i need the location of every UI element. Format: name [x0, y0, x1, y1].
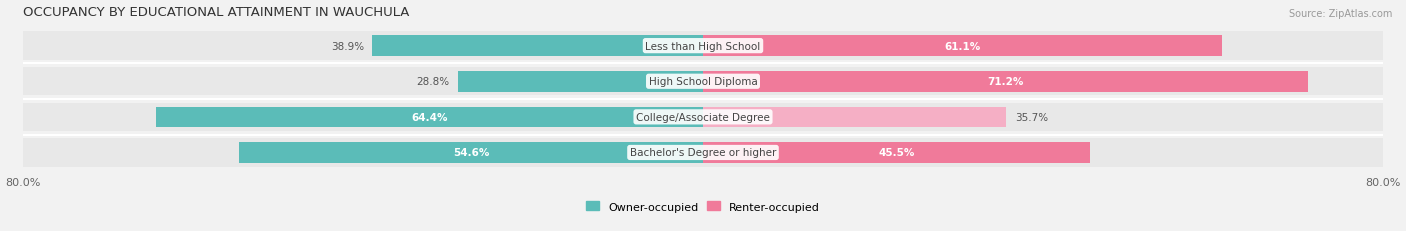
Bar — [703, 72, 1308, 92]
Text: 71.2%: 71.2% — [987, 77, 1024, 87]
Bar — [156, 107, 703, 128]
Bar — [458, 72, 703, 92]
Text: Source: ZipAtlas.com: Source: ZipAtlas.com — [1288, 9, 1392, 19]
Text: 35.7%: 35.7% — [1015, 112, 1047, 122]
Text: 28.8%: 28.8% — [416, 77, 450, 87]
Bar — [703, 107, 1007, 128]
Text: 38.9%: 38.9% — [330, 41, 364, 52]
Text: Less than High School: Less than High School — [645, 41, 761, 52]
Bar — [703, 143, 1090, 163]
Bar — [24, 32, 1382, 61]
Bar — [24, 68, 1382, 96]
Text: 45.5%: 45.5% — [879, 148, 914, 158]
Text: 64.4%: 64.4% — [411, 112, 447, 122]
Bar — [24, 103, 1382, 131]
Bar — [239, 143, 703, 163]
Legend: Owner-occupied, Renter-occupied: Owner-occupied, Renter-occupied — [581, 197, 825, 216]
Bar — [373, 36, 703, 57]
Bar — [703, 36, 1222, 57]
Text: OCCUPANCY BY EDUCATIONAL ATTAINMENT IN WAUCHULA: OCCUPANCY BY EDUCATIONAL ATTAINMENT IN W… — [24, 6, 409, 18]
Text: Bachelor's Degree or higher: Bachelor's Degree or higher — [630, 148, 776, 158]
Text: College/Associate Degree: College/Associate Degree — [636, 112, 770, 122]
Text: 61.1%: 61.1% — [945, 41, 981, 52]
Text: 54.6%: 54.6% — [453, 148, 489, 158]
Bar — [24, 139, 1382, 167]
Text: High School Diploma: High School Diploma — [648, 77, 758, 87]
